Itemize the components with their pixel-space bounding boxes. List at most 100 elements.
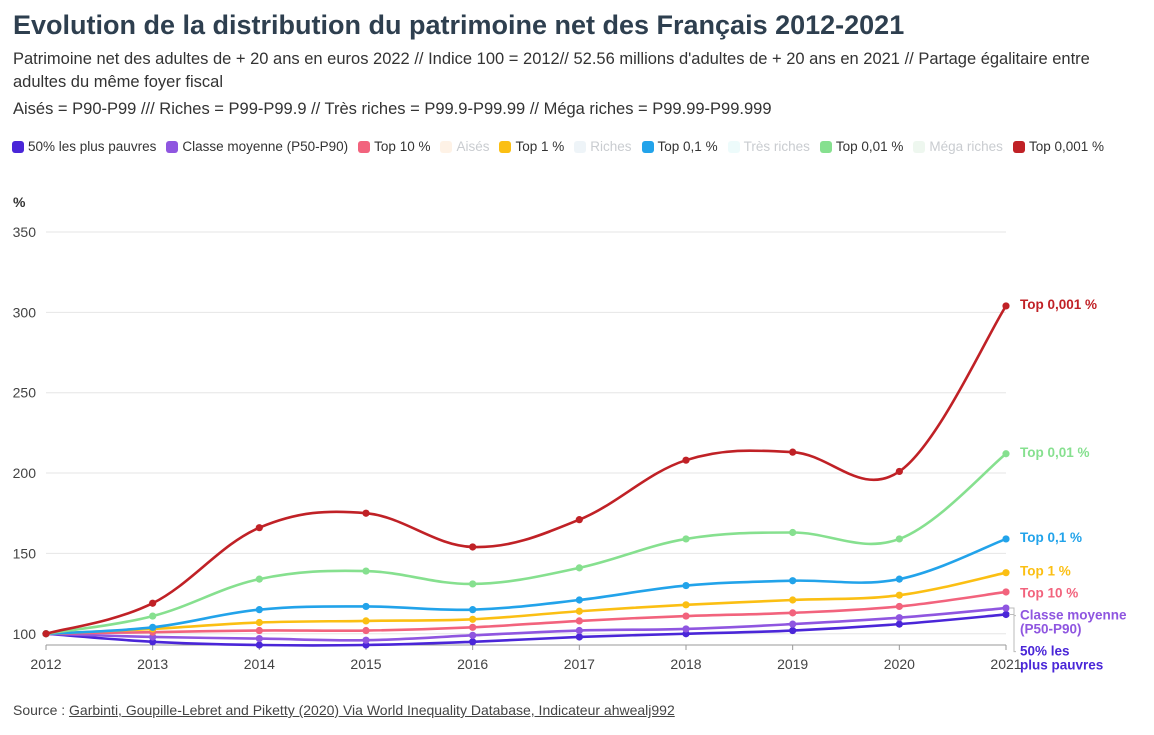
legend-item[interactable]: Riches — [574, 139, 632, 154]
data-point — [1002, 610, 1010, 619]
x-tick-label: 2013 — [137, 656, 168, 672]
data-point — [575, 633, 583, 641]
data-point — [895, 535, 903, 543]
data-point — [895, 602, 903, 611]
data-point — [362, 567, 370, 575]
data-point — [362, 636, 370, 644]
legend-swatch — [440, 140, 453, 153]
y-tick-label: 100 — [13, 626, 37, 642]
data-point — [149, 599, 157, 607]
data-point — [575, 516, 583, 524]
data-point — [255, 606, 263, 614]
legend-item[interactable]: Top 0,001 % — [1012, 139, 1104, 154]
data-point — [362, 509, 370, 517]
legend-label: Top 0,001 % — [1028, 139, 1104, 154]
series-end-label-line: Top 0,1 % — [1020, 530, 1082, 545]
legend-item[interactable]: Méga riches — [913, 139, 1003, 154]
legend-label: Top 0,1 % — [657, 139, 718, 154]
legend-item[interactable]: Top 0,1 % — [641, 139, 718, 154]
data-point — [362, 617, 370, 625]
x-tick-label: 2019 — [777, 656, 808, 672]
x-tick-label: 2017 — [564, 656, 595, 672]
series-end-label-line: (P50-P90) — [1020, 622, 1082, 637]
data-point — [469, 580, 477, 588]
data-point — [575, 607, 583, 615]
legend-swatch — [166, 140, 179, 153]
data-point — [1002, 569, 1010, 577]
y-tick-label: 150 — [13, 545, 37, 561]
data-point — [575, 617, 583, 625]
source-prefix: Source : — [13, 702, 70, 718]
data-point — [362, 626, 370, 635]
data-point — [255, 618, 263, 627]
source-link[interactable]: Garbinti, Goupille-Lebret and Piketty (2… — [69, 702, 675, 718]
data-point — [575, 564, 583, 572]
data-point — [469, 631, 477, 639]
series-end-label-line: Top 0,01 % — [1020, 445, 1090, 460]
series-line — [45, 571, 1007, 636]
series-end-label-line: Top 1 % — [1020, 564, 1071, 579]
y-unit-label: % — [13, 194, 26, 210]
legend-label: Très riches — [743, 139, 810, 154]
legend-item[interactable]: Classe moyenne (P50-P90) — [166, 139, 348, 154]
data-point — [789, 448, 797, 456]
series-end-label: Top 0,01 % — [1020, 445, 1090, 460]
data-point — [1002, 302, 1010, 310]
data-point — [682, 625, 690, 633]
data-point — [255, 626, 263, 635]
data-point — [469, 623, 477, 631]
data-point — [789, 620, 797, 628]
y-tick-label: 300 — [13, 304, 37, 320]
data-point — [469, 606, 477, 614]
x-tick-label: 2020 — [884, 656, 915, 672]
legend-label: Top 0,01 % — [835, 139, 904, 154]
legend-swatch — [913, 140, 926, 153]
legend-swatch — [727, 140, 740, 153]
x-tick-label: 2021 — [990, 656, 1021, 672]
label-connector — [1009, 607, 1016, 617]
data-point — [682, 535, 690, 543]
legend-swatch — [499, 140, 512, 153]
chart-legend: 50% les plus pauvres Classe moyenne (P50-… — [12, 139, 1114, 154]
x-tick-label: 2016 — [457, 656, 488, 672]
line-chart: % 100 150 200 250 300 350 2012 2013 2014 2015 2016 2… — [13, 194, 1127, 673]
x-tick-label: 2012 — [30, 656, 61, 672]
label-connector — [1009, 613, 1016, 653]
series-end-label-line: Top 10 % — [1020, 586, 1078, 601]
legend-item[interactable]: Très riches — [727, 139, 810, 154]
y-tick-label: 200 — [13, 465, 37, 481]
data-point — [1002, 604, 1010, 612]
chart-title: Evolution de la distribution du patrimoi… — [13, 10, 905, 40]
data-point — [255, 641, 263, 649]
series-end-label-line: Top 0,001 % — [1020, 297, 1097, 312]
legend-item[interactable]: 50% les plus pauvres — [12, 139, 156, 154]
series-end-label-line: Classe moyenne — [1020, 608, 1127, 623]
data-point — [469, 543, 477, 551]
data-point — [789, 596, 797, 604]
legend-label: 50% les plus pauvres — [28, 139, 157, 154]
legend-item[interactable]: Top 0,01 % — [819, 139, 904, 154]
y-tick-label: 350 — [13, 224, 37, 240]
data-point — [362, 602, 370, 611]
legend-item[interactable]: Aisés — [440, 139, 489, 154]
data-point — [895, 575, 903, 583]
x-tick-label: 2018 — [670, 656, 701, 672]
series-end-label: Top 1 % — [1020, 564, 1071, 579]
legend-item[interactable]: Top 10 % — [358, 139, 430, 154]
series-line — [45, 606, 1007, 642]
data-point — [895, 467, 903, 476]
legend-label: Riches — [590, 139, 632, 154]
legend-label: Aisés — [456, 139, 490, 154]
data-point — [149, 623, 157, 631]
data-point — [1002, 535, 1010, 543]
data-point — [895, 591, 903, 599]
series-line — [45, 452, 1007, 636]
series-line — [45, 590, 1007, 636]
data-point — [682, 612, 690, 620]
legend-swatch — [1012, 140, 1025, 153]
legend-label: Top 10 % — [374, 139, 431, 154]
legend-item[interactable]: Top 1 % — [499, 139, 564, 154]
series-end-label: Classe moyenne (P50-P90) — [1020, 608, 1127, 637]
data-point — [789, 626, 797, 635]
source-note: Source : Garbinti, Goupille-Lebret and P… — [13, 702, 675, 718]
